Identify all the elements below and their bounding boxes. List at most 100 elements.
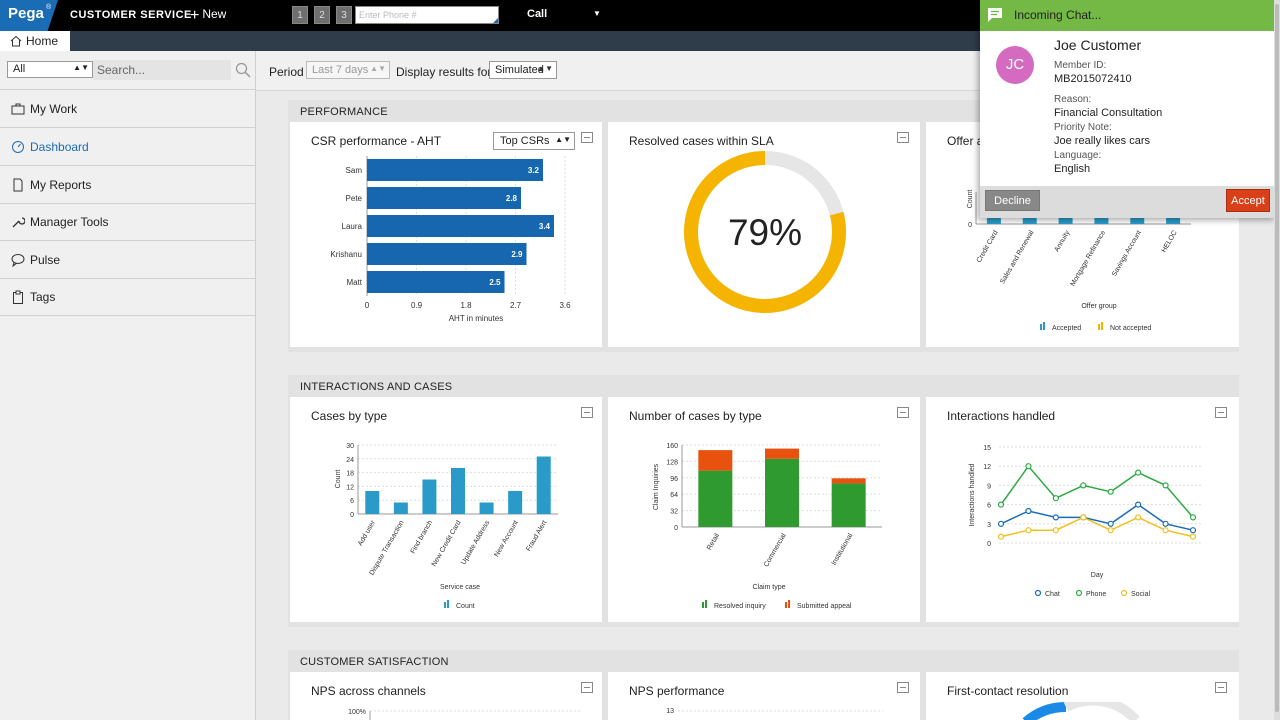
data-point bbox=[997, 533, 1005, 540]
nps-channels-card: NPS across channels 100% bbox=[290, 672, 602, 720]
legend-label: Count bbox=[456, 603, 475, 610]
bar bbox=[508, 491, 523, 514]
x-axis-label: Day bbox=[1091, 572, 1104, 579]
tab-home-label: Home bbox=[26, 34, 59, 48]
data-point bbox=[1162, 527, 1169, 534]
sidebar-item-my-work[interactable]: My Work bbox=[0, 90, 255, 128]
sidebar-item-label: Manager Tools bbox=[30, 215, 109, 229]
y-tick-label: 3 bbox=[987, 522, 991, 529]
channel-select[interactable]: Call bbox=[527, 8, 548, 20]
card-menu-icon[interactable] bbox=[581, 132, 593, 143]
priority-label: Priority Note: bbox=[1054, 122, 1112, 133]
y-tick-label: Matt bbox=[346, 278, 362, 287]
sidebar-item-label: Tags bbox=[30, 290, 56, 304]
y-tick-label: 0 bbox=[674, 525, 678, 532]
sidebar-item-pulse[interactable]: Pulse bbox=[0, 241, 255, 279]
filter-select[interactable]: All ▲▼ bbox=[7, 61, 93, 78]
bar bbox=[367, 271, 505, 293]
data-point bbox=[1107, 527, 1114, 534]
card-menu-icon[interactable] bbox=[1215, 682, 1227, 693]
interaction-tab-2[interactable]: 2 bbox=[314, 6, 330, 24]
satisfaction-section: CUSTOMER SATISFACTION NPS across channel… bbox=[288, 650, 1239, 720]
chat-header: Incoming Chat... bbox=[980, 0, 1276, 31]
card-menu-icon[interactable] bbox=[897, 407, 909, 418]
interactions-section: INTERACTIONS AND CASES Cases by type 0 6 1… bbox=[288, 375, 1239, 627]
decline-button[interactable]: Decline bbox=[985, 190, 1040, 211]
bar bbox=[367, 215, 554, 237]
x-tick-label: Find branch bbox=[410, 519, 435, 555]
sidebar-item-label: My Reports bbox=[30, 178, 92, 192]
y-tick-label: 128 bbox=[666, 459, 678, 466]
x-tick-label: 3.6 bbox=[559, 301, 571, 310]
legend-swatch bbox=[1120, 589, 1128, 597]
interaction-tab-1[interactable]: 1 bbox=[292, 6, 308, 24]
display-results-select[interactable]: Simulated ▲▼ bbox=[489, 61, 557, 79]
incoming-chat-popup: Incoming Chat... JC Joe Customer Member … bbox=[980, 0, 1276, 218]
card-title: CSR performance - AHT bbox=[311, 134, 442, 148]
data-point bbox=[1025, 507, 1032, 515]
new-button[interactable]: + New bbox=[190, 7, 226, 25]
y-axis-label: Count bbox=[335, 470, 342, 489]
y-tick-label: 0 bbox=[968, 222, 972, 229]
y-tick-label: 12 bbox=[983, 464, 991, 471]
legend-label: Chat bbox=[1045, 591, 1060, 598]
data-point bbox=[1107, 520, 1114, 527]
card-menu-icon[interactable] bbox=[897, 132, 909, 143]
top-csrs-select[interactable]: Top CSRs ▲▼ bbox=[493, 132, 575, 150]
data-point bbox=[1162, 520, 1169, 527]
y-tick-label: Sam bbox=[346, 166, 363, 175]
scrollbar-thumb[interactable] bbox=[1275, 4, 1279, 712]
sidebar-item-manager-tools[interactable]: Manager Tools bbox=[0, 203, 255, 241]
card-menu-icon[interactable] bbox=[581, 407, 593, 418]
x-tick-label: 0 bbox=[365, 301, 370, 310]
period-select[interactable]: Last 7 days ▲▼ bbox=[306, 61, 390, 79]
tab-home[interactable]: Home bbox=[0, 31, 70, 51]
plus-icon: + bbox=[190, 7, 200, 24]
y-tick-label: 18 bbox=[346, 471, 354, 478]
bar bbox=[367, 159, 543, 181]
phone-input[interactable]: Enter Phone # bbox=[355, 6, 499, 24]
accept-button[interactable]: Accept bbox=[1226, 189, 1270, 212]
sidebar-item-dashboard[interactable]: Dashboard bbox=[0, 128, 255, 166]
interaction-tab-3[interactable]: 3 bbox=[336, 6, 352, 24]
x-tick-label: Sales and Renewal bbox=[999, 229, 1035, 285]
card-menu-icon[interactable] bbox=[1215, 407, 1227, 418]
y-axis-label: Claim Inquiries bbox=[653, 463, 660, 510]
select-arrows-icon: ▲▼ bbox=[555, 135, 571, 144]
x-tick-label: 0.9 bbox=[411, 301, 423, 310]
pega-logo[interactable]: Pega ® bbox=[0, 0, 58, 31]
search-icon[interactable] bbox=[235, 62, 251, 78]
chevron-down-icon[interactable]: ▼ bbox=[593, 9, 601, 18]
top-csrs-value: Top CSRs bbox=[500, 135, 550, 147]
series-line bbox=[1000, 503, 1194, 531]
x-tick-label: 2.7 bbox=[510, 301, 522, 310]
search-input[interactable]: Search... bbox=[93, 60, 231, 80]
member-id-label: Member ID: bbox=[1054, 60, 1107, 71]
data-point bbox=[1052, 495, 1059, 502]
data-label: 2.9 bbox=[511, 250, 523, 259]
legend-label: Phone bbox=[1086, 591, 1106, 598]
cases-by-type-card: Cases by type 0 6 12 18 24 30 Count Add user Dis… bbox=[290, 397, 602, 622]
card-menu-icon[interactable] bbox=[581, 682, 593, 693]
bar-segment bbox=[765, 458, 799, 527]
x-tick-label: New Credit Card bbox=[431, 519, 463, 567]
card-title: NPS performance bbox=[629, 684, 725, 698]
data-point bbox=[1189, 527, 1197, 534]
x-tick-label: Institutional bbox=[831, 532, 855, 567]
display-results-label: Display results for bbox=[396, 65, 492, 79]
divider bbox=[0, 89, 256, 90]
sidebar-item-tags[interactable]: Tags bbox=[0, 278, 255, 316]
chat-footer: Decline Accept bbox=[980, 186, 1276, 218]
card-title: Resolved cases within SLA bbox=[629, 134, 774, 148]
sidebar-item-my-reports[interactable]: My Reports bbox=[0, 166, 255, 204]
legend-swatch bbox=[785, 602, 787, 608]
language-value: English bbox=[1054, 163, 1091, 175]
card-menu-icon[interactable] bbox=[897, 682, 909, 693]
new-label: New bbox=[202, 7, 227, 21]
section-title: INTERACTIONS AND CASES bbox=[300, 381, 453, 393]
legend-swatch bbox=[1098, 324, 1100, 330]
data-label: 3.2 bbox=[528, 166, 540, 175]
y-tick-label: 0 bbox=[350, 512, 354, 519]
x-tick-label: Mortgage Refinance bbox=[1070, 229, 1108, 287]
avatar: JC bbox=[996, 46, 1034, 84]
